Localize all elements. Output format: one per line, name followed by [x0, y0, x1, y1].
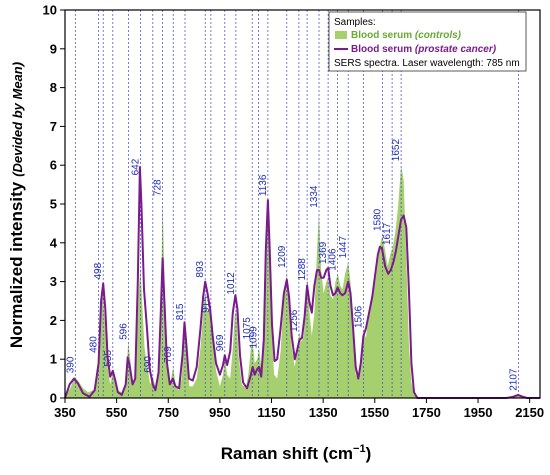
peak-label-769: 769 [163, 346, 174, 363]
y-axis-title: Normalized intensity (Devided by Mean) [7, 62, 26, 348]
y-axis-title-main: Normalized intensity [7, 181, 26, 348]
y-tick-label-1: 1 [50, 352, 57, 367]
peak-label-1447: 1447 [338, 236, 349, 259]
y-axis-title-note: (Devided by Mean) [10, 62, 25, 177]
y-tick-label-5: 5 [50, 197, 57, 212]
legend: Samples: Blood serum (controls) Blood se… [328, 11, 527, 72]
y-tick-label-0: 0 [50, 391, 57, 406]
svg-text:Normalized intensity(Devided b: Normalized intensity (Devided by Mean) [7, 62, 26, 348]
peak-label-1369: 1369 [318, 241, 329, 264]
peak-label-1099: 1099 [248, 326, 259, 349]
y-tick-label-9: 9 [50, 41, 57, 56]
x-tick-label-350: 350 [54, 405, 76, 420]
legend-cancer-suffix: (prostate cancer) [415, 44, 497, 55]
x-tick-label-750: 750 [157, 405, 179, 420]
peak-label-1580: 1580 [373, 208, 384, 231]
peak-label-1652: 1652 [391, 139, 402, 162]
legend-note: SERS spectra. Laser wavelength: 785 nm [334, 58, 520, 69]
y-tick-label-2: 2 [50, 313, 57, 328]
peak-label-1012: 1012 [226, 272, 237, 295]
x-tick-label-1350: 1350 [309, 405, 338, 420]
peak-label-1256: 1256 [289, 309, 300, 332]
x-tick-label-2150: 2150 [515, 405, 544, 420]
peak-label-915: 915 [201, 296, 212, 313]
x-axis-title-main: Raman shift (cm [221, 444, 353, 463]
peak-label-596: 596 [119, 323, 130, 340]
peak-label-728: 728 [153, 179, 164, 196]
peak-label-815: 815 [175, 303, 186, 320]
peak-label-1209: 1209 [277, 245, 288, 268]
peak-label-1506: 1506 [353, 305, 364, 328]
x-axis-title: Raman shift (cm−1) [221, 443, 371, 463]
y-tick-label-6: 6 [50, 158, 57, 173]
x-tick-label-1750: 1750 [412, 405, 441, 420]
peak-label-2107: 2107 [509, 368, 520, 391]
y-tick-label-8: 8 [50, 80, 57, 95]
x-tick-label-550: 550 [106, 405, 128, 420]
peak-label-893: 893 [195, 260, 206, 277]
peak-label-642: 642 [130, 158, 141, 175]
peak-marker-layer: 3904804985355966426907287698158939159691… [65, 10, 520, 398]
x-tick-label-1150: 1150 [257, 405, 285, 420]
legend-cancer-label: Blood serum (prostate cancer) [351, 44, 497, 55]
y-tick-label-7: 7 [50, 119, 57, 134]
legend-controls-suffix: (controls) [415, 30, 462, 41]
peak-label-1288: 1288 [297, 258, 308, 281]
x-tick-label-1550: 1550 [360, 405, 389, 420]
peak-label-498: 498 [93, 262, 104, 279]
legend-controls-label: Blood serum (controls) [351, 30, 462, 41]
cancer-line-layer [64, 166, 540, 399]
y-tick-label-10: 10 [43, 3, 57, 18]
peak-label-690: 690 [143, 356, 154, 373]
legend-controls-swatch [335, 31, 347, 39]
series-cancer-line [64, 166, 540, 399]
legend-box [328, 11, 527, 72]
x-axis-title-sup: −1 [353, 443, 366, 455]
peak-label-1075: 1075 [242, 317, 253, 340]
legend-cancer-prefix: Blood serum [351, 44, 415, 55]
legend-header: Samples: [334, 17, 376, 28]
y-tick-label-4: 4 [50, 235, 58, 250]
y-tick-label-3: 3 [50, 274, 57, 289]
x-axis-title-close: ) [366, 444, 372, 463]
legend-controls-prefix: Blood serum [351, 30, 415, 41]
peak-label-480: 480 [89, 336, 100, 353]
axis-ticks-layer: 350 550 750 950 1150 1350 1550 1750 1950 2150 0 1 2 3… [43, 3, 545, 421]
peak-label-1334: 1334 [309, 185, 320, 208]
peak-label-1406: 1406 [328, 248, 339, 271]
peak-label-1617: 1617 [382, 222, 393, 245]
x-tick-label-950: 950 [209, 405, 231, 420]
peak-label-390: 390 [65, 356, 76, 373]
peak-label-969: 969 [215, 334, 226, 351]
peak-label-1136: 1136 [258, 174, 269, 196]
x-tick-label-1950: 1950 [464, 405, 493, 420]
